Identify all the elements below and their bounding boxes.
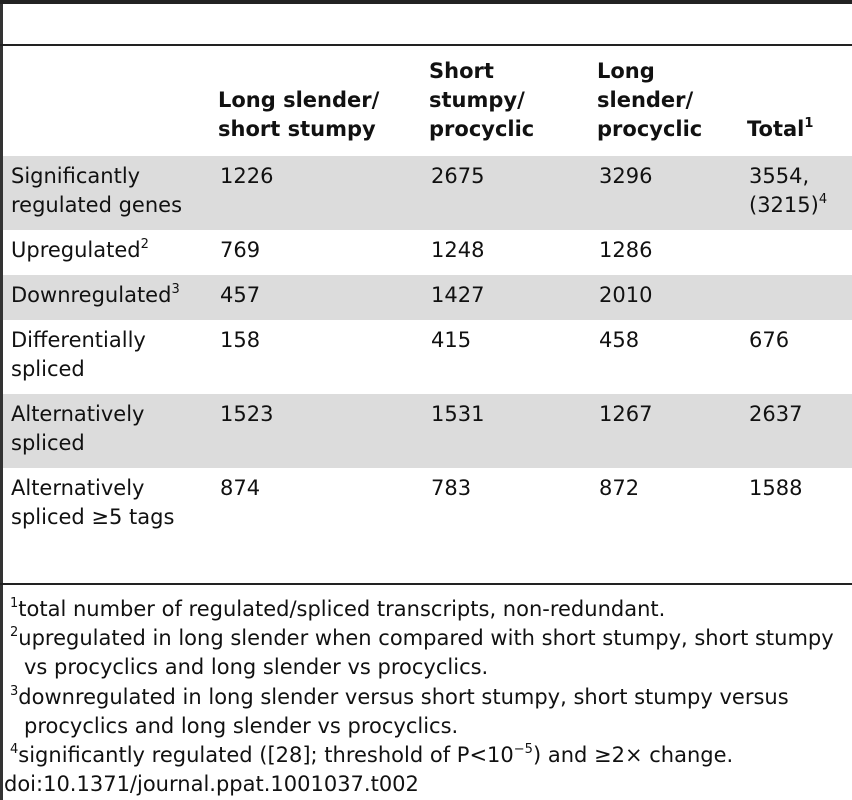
row-label: Downregulated3 (3, 275, 210, 320)
cell-ls-pc: 1286 (599, 238, 653, 262)
cell-ls-ss: 1226 (210, 156, 421, 230)
cell-total: 2637 (739, 394, 852, 468)
cell-ss-pc: 783 (431, 476, 472, 500)
cell-ss-pc: 415 (431, 328, 472, 352)
cell-ls-pc: 2010 (589, 275, 739, 320)
cell-ls-pc: 3296 (589, 156, 739, 230)
data-table: Long slender/ short stumpy Short stumpy/… (3, 46, 852, 542)
cell-ls-ss: 874 (220, 476, 261, 500)
header-top-rule (0, 44, 852, 46)
cell-ls-ss: 1523 (210, 394, 421, 468)
cell-ls-pc: 1267 (589, 394, 739, 468)
footnote-2: 2upregulated in long slender when compar… (10, 625, 834, 650)
header-cell (3, 46, 210, 156)
header-row: Long slender/ short stumpy Short stumpy/… (3, 46, 852, 156)
header-short-stumpy-procyclic: Short stumpy/ procyclic (429, 59, 535, 141)
top-rule (0, 0, 852, 4)
cell-ss-pc: 2675 (421, 156, 589, 230)
row-label: Significantly regulated genes (3, 156, 210, 230)
row-label: Upregulated2 (11, 237, 149, 262)
footnote-2-continued: vs procyclics and long slender vs procyc… (24, 655, 489, 679)
cell-total (739, 275, 852, 320)
cell-ss-pc: 1531 (421, 394, 589, 468)
footnote-4: 4significantly regulated ([28]; threshol… (10, 742, 734, 767)
cell-total: 3554, (3215)4 (739, 156, 852, 230)
footnote-1: 1total number of regulated/spliced trans… (10, 596, 666, 621)
row-label: Alternatively spliced ≥5 tags (11, 476, 175, 529)
cell-ls-pc: 458 (599, 328, 640, 352)
cell-ls-ss: 158 (220, 328, 261, 352)
header-long-slender-short-stumpy: Long slender/ short stumpy (218, 88, 380, 141)
table-row: Differentially spliced 158 415 458 676 (3, 320, 852, 394)
cell-ss-pc: 1427 (421, 275, 589, 320)
cell-total: 1588 (749, 476, 803, 500)
cell-total (739, 230, 852, 275)
footnote-3-continued: procyclics and long slender vs procyclic… (24, 714, 459, 738)
cell-ss-pc: 1248 (431, 238, 485, 262)
row-label: Alternatively spliced (3, 394, 210, 468)
table-row: Alternatively spliced ≥5 tags 874 783 87… (3, 468, 852, 542)
left-border (0, 0, 3, 800)
table-row: Downregulated3 457 1427 2010 (3, 275, 852, 320)
table-bottom-rule (0, 583, 852, 585)
table-row: Significantly regulated genes 1226 2675 … (3, 156, 852, 230)
cell-ls-pc: 872 (599, 476, 640, 500)
table-row: Upregulated2 769 1248 1286 (3, 230, 852, 275)
cell-ls-ss: 769 (220, 238, 261, 262)
table-row: Alternatively spliced 1523 1531 1267 263… (3, 394, 852, 468)
footnote-3: 3downregulated in long slender versus sh… (10, 684, 789, 709)
header-long-slender-procyclic: Long slender/ procyclic (597, 59, 703, 141)
cell-ls-ss: 457 (210, 275, 421, 320)
row-label: Differentially spliced (11, 328, 146, 381)
cell-total: 676 (749, 328, 790, 352)
doi-label: doi:10.1371/journal.ppat.1001037.t002 (4, 772, 419, 796)
header-total: Total1 (747, 116, 814, 141)
